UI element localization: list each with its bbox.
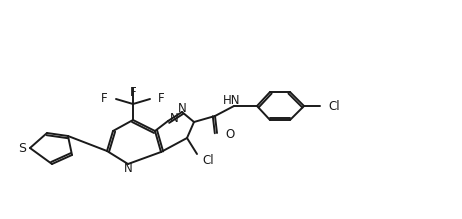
Text: F: F [130, 87, 136, 99]
Text: F: F [101, 92, 108, 106]
Text: Cl: Cl [202, 154, 213, 166]
Text: N: N [170, 111, 179, 124]
Text: F: F [158, 92, 164, 106]
Text: O: O [225, 129, 234, 141]
Text: N: N [124, 161, 133, 175]
Text: N: N [177, 101, 186, 115]
Text: HN: HN [223, 94, 241, 106]
Text: S: S [18, 141, 26, 154]
Text: Cl: Cl [328, 99, 340, 113]
